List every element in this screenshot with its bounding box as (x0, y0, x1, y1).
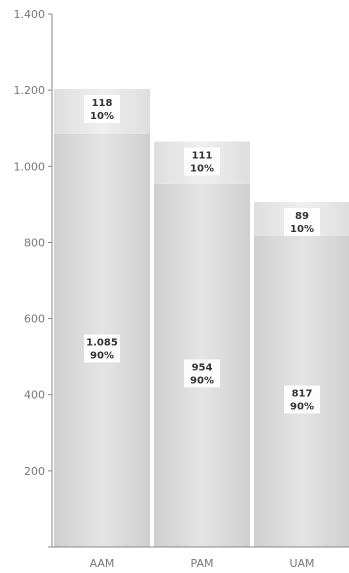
percent-label: 90% (90, 350, 114, 361)
label-box (84, 95, 120, 124)
main-label-aam: 1.085 90% (84, 334, 120, 363)
y-tick-label: 1.400 (14, 8, 46, 21)
x-axis: AAM PAM UAM (52, 546, 349, 570)
x-tick-label-pam: PAM (191, 557, 214, 570)
y-tick-label: 400 (24, 389, 45, 402)
label-box (184, 359, 220, 388)
percent-label: 10% (90, 111, 114, 122)
value-label: 1.085 (86, 337, 118, 348)
label-box (284, 385, 320, 414)
value-label: 817 (292, 388, 313, 399)
value-label: 111 (192, 151, 213, 162)
value-label: 89 (295, 211, 309, 222)
y-tick-label: 800 (24, 236, 45, 249)
label-box (84, 334, 120, 363)
label-box (184, 147, 220, 176)
percent-label: 10% (290, 224, 314, 235)
value-label: 118 (92, 98, 113, 109)
x-tick-label-aam: AAM (90, 557, 115, 570)
y-tick-label: 200 (24, 465, 45, 478)
label-box (284, 208, 320, 237)
value-label: 954 (192, 362, 213, 373)
y-tick-label: 1.000 (14, 160, 46, 173)
y-tick-label: 600 (24, 313, 45, 326)
x-tick-label-uam: UAM (289, 557, 314, 570)
y-axis: 200 400 600 800 1.000 1.200 1.400 (14, 8, 53, 548)
percent-label: 90% (190, 375, 214, 386)
percent-label: 90% (290, 401, 314, 412)
percent-label: 10% (190, 164, 214, 175)
y-tick-label: 1.200 (14, 84, 46, 97)
